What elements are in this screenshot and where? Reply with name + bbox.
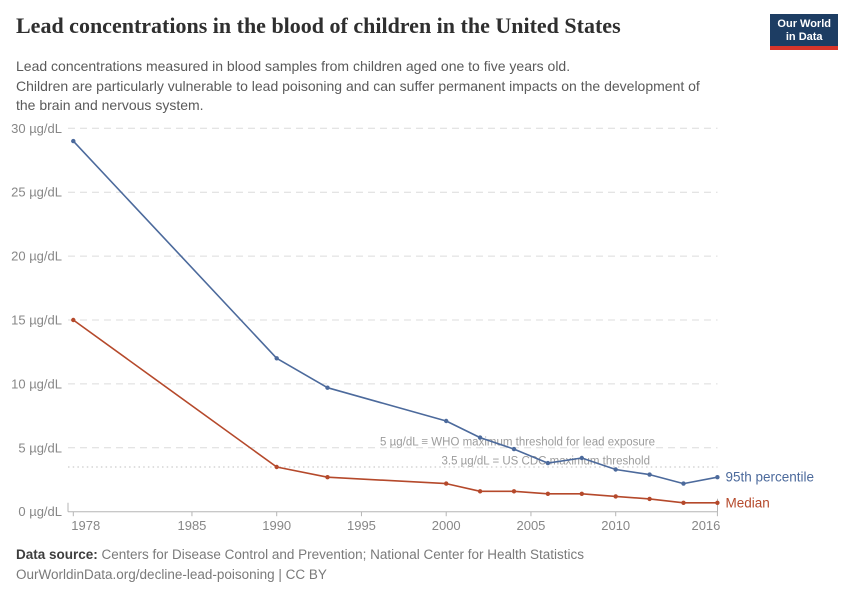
data-point[interactable] bbox=[477, 435, 483, 440]
data-point[interactable] bbox=[681, 500, 686, 505]
data-point[interactable] bbox=[325, 385, 330, 390]
data-point[interactable] bbox=[613, 494, 618, 499]
owid-logo: Our World in Data bbox=[770, 14, 838, 50]
data-point[interactable] bbox=[715, 475, 720, 480]
x-axis-tick-label: 2000 bbox=[432, 518, 461, 533]
y-axis-tick-label: 15 µg/dL bbox=[11, 313, 62, 328]
y-axis-tick-label: 10 µg/dL bbox=[11, 376, 62, 391]
chart-subtitle: Lead concentrations measured in blood sa… bbox=[16, 57, 806, 116]
data-point[interactable] bbox=[274, 356, 279, 361]
x-axis-tick-label: 1978 bbox=[71, 518, 100, 533]
subtitle-line: Lead concentrations measured in blood sa… bbox=[16, 58, 571, 74]
data-point[interactable] bbox=[511, 446, 517, 452]
chart-footer: Data source: Centers for Disease Control… bbox=[16, 545, 816, 585]
data-point[interactable] bbox=[647, 496, 652, 502]
data-source-line: Data source: Centers for Disease Control… bbox=[16, 545, 816, 565]
threshold-annotation: 5 µg/dL ≡ WHO maximum threshold for lead… bbox=[380, 436, 655, 448]
x-axis: 1978 1985 1990 1995 2000 2005 2010 2016 bbox=[67, 498, 720, 533]
data-source-label: Data source: bbox=[16, 547, 98, 562]
y-grid: 0 µg/dL 5 µg/dL 10 µg/dL 15 µg/dL 20 µg/dL 25… bbox=[11, 121, 718, 519]
series-95th-percentile: 95th percentile bbox=[71, 138, 815, 486]
data-point[interactable] bbox=[613, 467, 618, 472]
y-axis-tick-label: 25 µg/dL bbox=[11, 185, 62, 200]
x-axis-tick-label: 2016 bbox=[691, 518, 720, 533]
series-label-median: Median bbox=[726, 495, 770, 510]
citation-line[interactable]: OurWorldinData.org/decline-lead-poisonin… bbox=[16, 567, 327, 582]
x-axis-tick-label: 2005 bbox=[516, 518, 545, 533]
data-point[interactable] bbox=[579, 491, 584, 496]
y-axis-tick-label: 0 µg/dL bbox=[18, 504, 62, 519]
data-point[interactable] bbox=[715, 500, 720, 505]
owid-logo-line2: in Data bbox=[785, 30, 823, 43]
series-line bbox=[72, 140, 718, 485]
x-axis-tick-label: 1995 bbox=[347, 518, 376, 533]
x-axis-tick-label: 1985 bbox=[177, 518, 206, 533]
y-axis-tick-label: 5 µg/dL bbox=[18, 440, 62, 455]
data-point[interactable] bbox=[71, 138, 76, 144]
data-point[interactable] bbox=[647, 472, 652, 477]
series-label-95th-percentile: 95th percentile bbox=[726, 470, 815, 485]
x-axis-tick-label: 1990 bbox=[262, 518, 291, 533]
data-point[interactable] bbox=[545, 491, 551, 496]
data-point[interactable] bbox=[444, 418, 449, 424]
data-point[interactable] bbox=[511, 489, 517, 494]
threshold-annotations: 5 µg/dL ≡ WHO maximum threshold for lead… bbox=[380, 436, 655, 467]
y-axis-tick-label: 30 µg/dL bbox=[11, 121, 62, 136]
subtitle-line: Children are particularly vulnerable to … bbox=[16, 77, 700, 94]
data-point[interactable] bbox=[325, 475, 330, 480]
data-point[interactable] bbox=[579, 455, 584, 461]
data-point[interactable] bbox=[681, 481, 686, 486]
owid-logo-line1: Our World bbox=[777, 18, 831, 30]
data-point[interactable] bbox=[545, 460, 551, 466]
subtitle-line: the brain and nervous system. bbox=[16, 97, 204, 113]
series-line bbox=[72, 319, 718, 504]
data-source-text: Centers for Disease Control and Preventi… bbox=[97, 547, 585, 562]
y-axis-tick-label: 20 µg/dL bbox=[11, 249, 62, 264]
page-title: Lead concentrations in the blood of chil… bbox=[16, 13, 621, 38]
x-axis-tick-label: 2010 bbox=[601, 518, 630, 533]
data-point[interactable] bbox=[477, 489, 483, 494]
series-median: Median bbox=[71, 317, 770, 510]
data-point[interactable] bbox=[274, 464, 279, 470]
data-point[interactable] bbox=[444, 481, 449, 486]
data-point[interactable] bbox=[71, 317, 76, 323]
